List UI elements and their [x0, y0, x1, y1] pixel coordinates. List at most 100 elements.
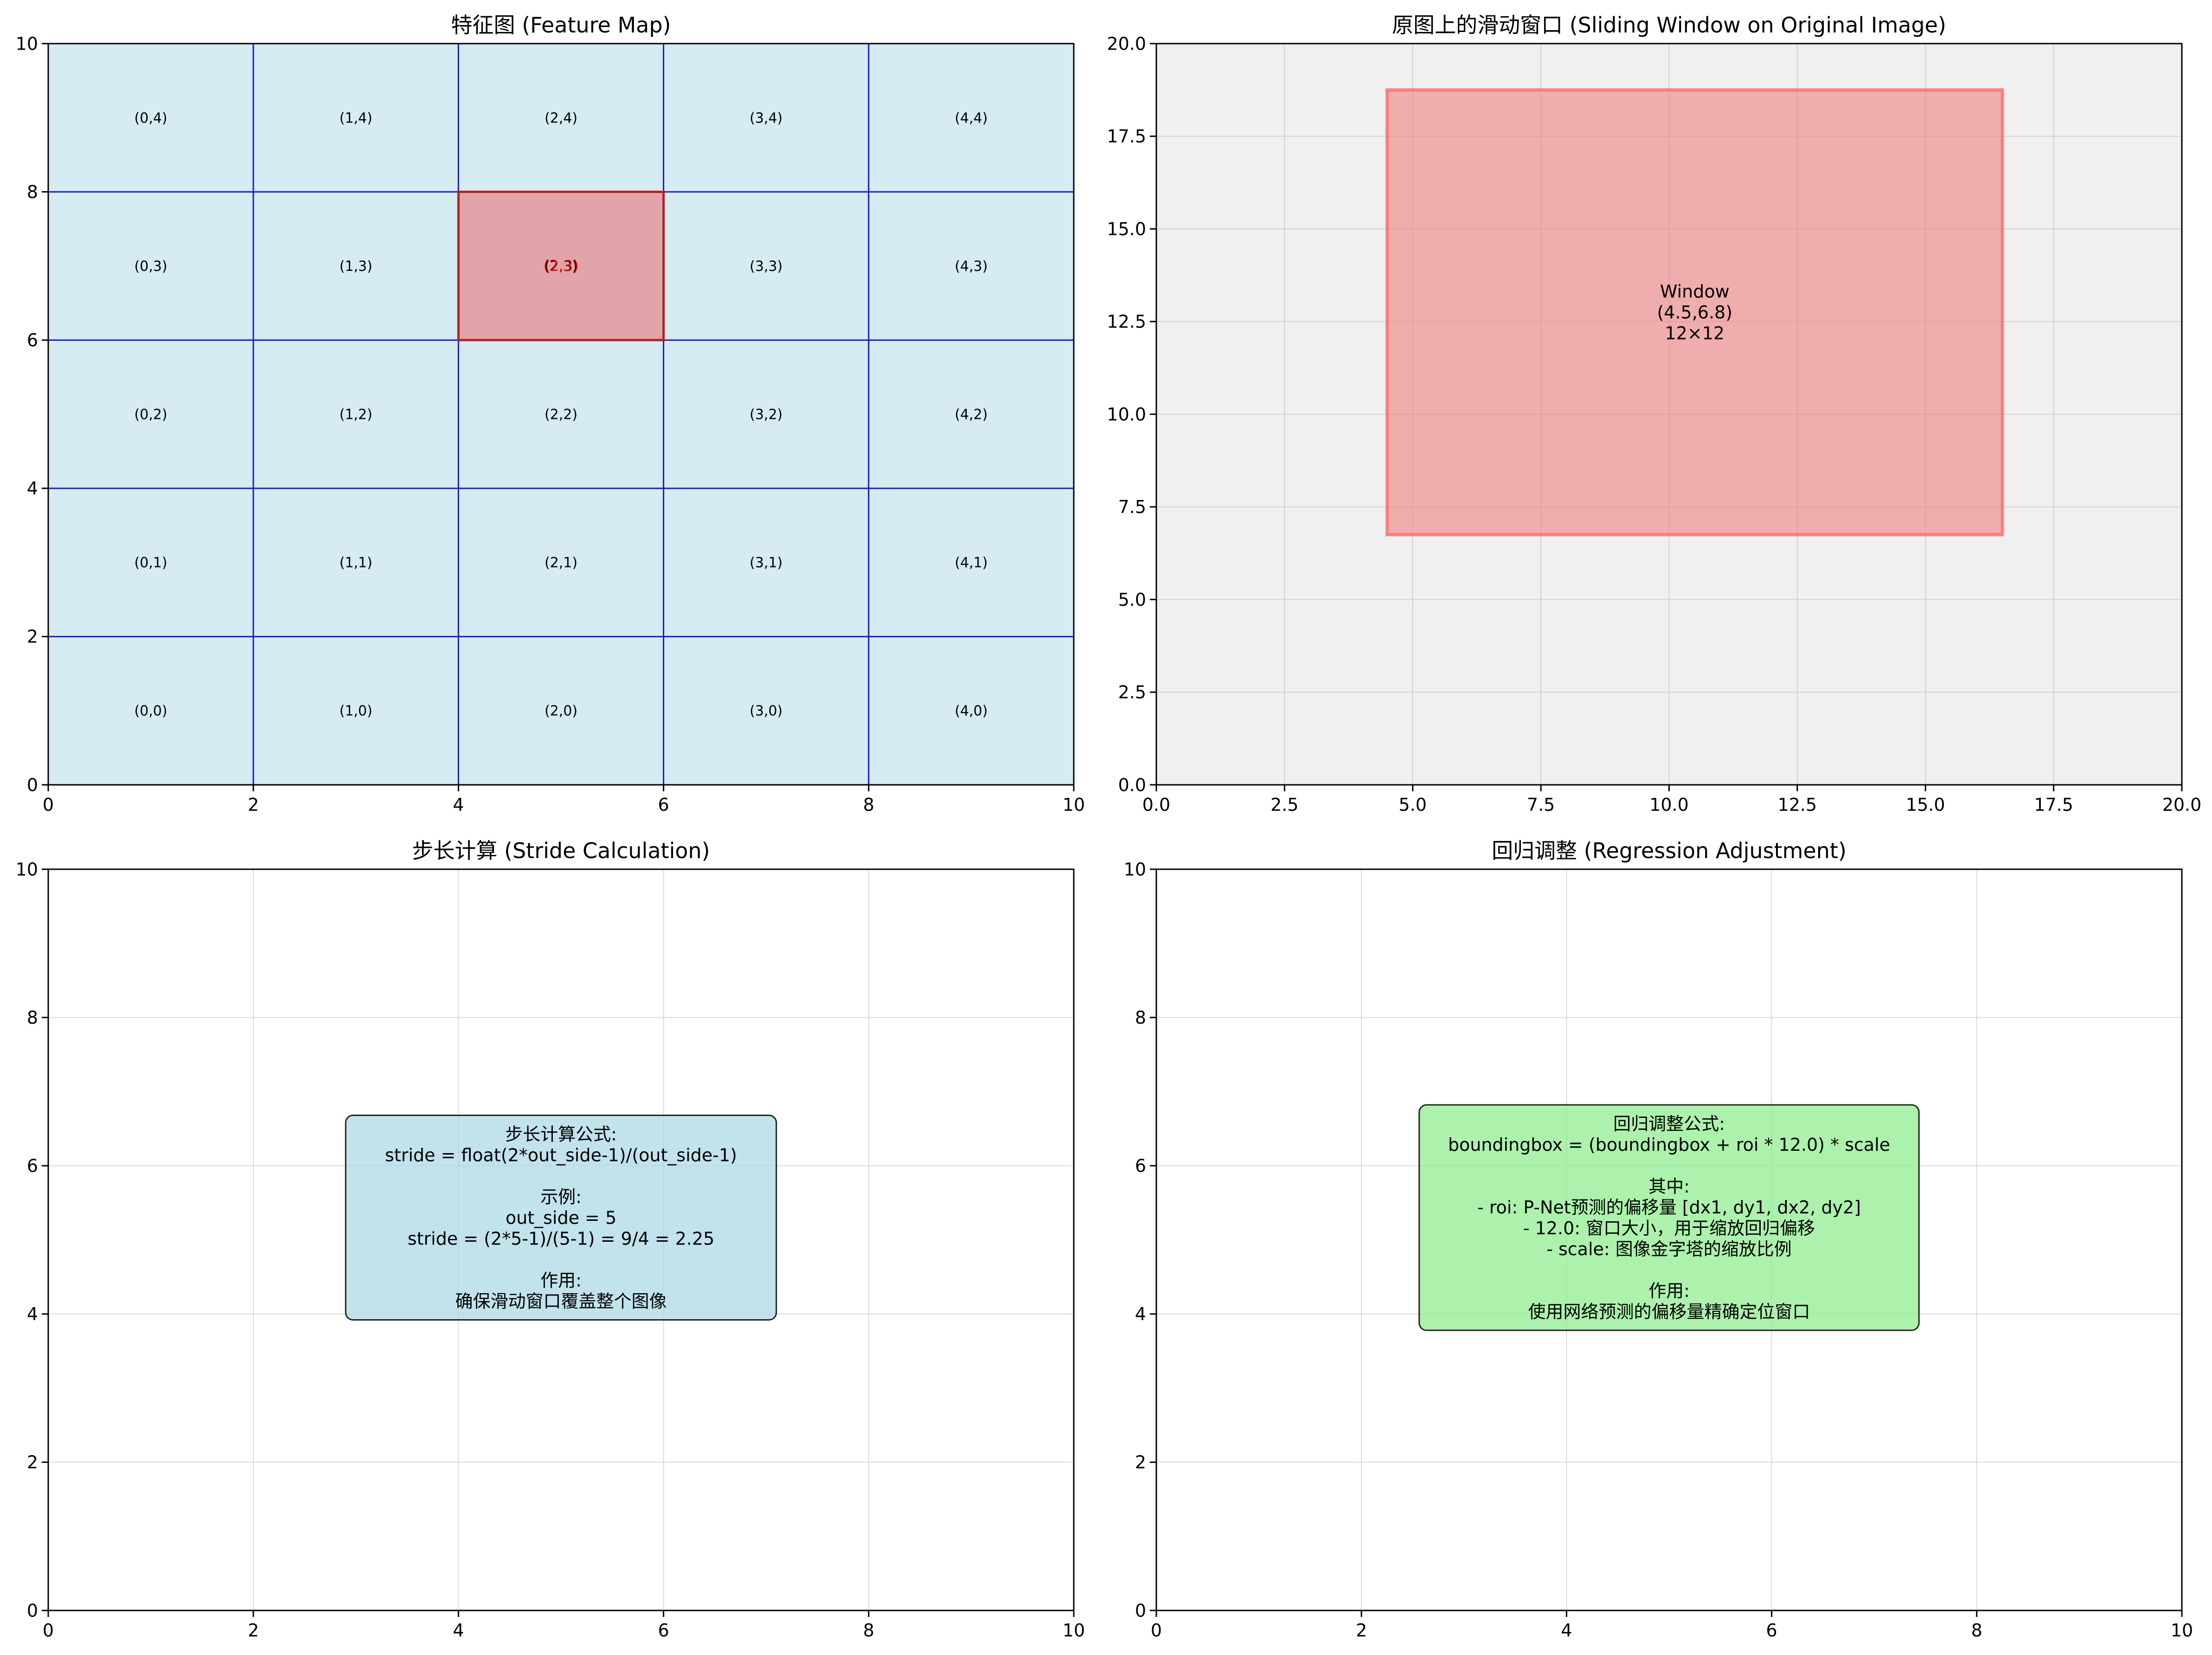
y-tick-label: 6	[27, 330, 38, 351]
cell-label: (3,0)	[750, 703, 782, 719]
annotation-box	[345, 1115, 777, 1321]
feature-cell	[868, 339, 1075, 489]
x-tick-label: 0	[43, 795, 54, 815]
y-tick-label: 0	[27, 775, 38, 795]
y-tick-label: 4	[27, 1304, 38, 1324]
cell-label: (2,4)	[545, 110, 577, 126]
annotation-line: stride = float(2*out_side-1)/(out_side-1…	[385, 1145, 737, 1165]
y-tick-label: 6	[1135, 1156, 1146, 1176]
x-tick-label: 8	[863, 795, 874, 815]
cell-label: (3,2)	[750, 407, 782, 423]
cell-label: (2,3)	[545, 258, 577, 275]
cell-label: (4,4)	[955, 110, 987, 126]
subplot-title: 步长计算 (Stride Calculation)	[412, 838, 710, 863]
x-tick-label: 17.5	[2034, 795, 2073, 815]
x-tick-label: 6	[658, 795, 669, 815]
y-tick-label: 0	[27, 1600, 38, 1621]
feature-cell	[252, 488, 459, 637]
feature-cell	[47, 488, 254, 637]
cell-label: (4,3)	[955, 258, 987, 275]
y-tick-label: 8	[1135, 1007, 1146, 1028]
cell-label: (4,1)	[955, 555, 987, 571]
y-tick-label: 20.0	[1107, 33, 1146, 54]
y-tick-label: 17.5	[1107, 126, 1146, 147]
x-tick-label: 2	[248, 795, 259, 815]
feature-cell	[457, 191, 665, 341]
feature-cell	[47, 43, 254, 193]
feature-cell	[663, 339, 870, 489]
x-tick-label: 6	[1766, 1620, 1777, 1641]
feature-cell	[252, 43, 459, 193]
x-tick-label: 2	[1356, 1620, 1367, 1641]
cell-label: (4,0)	[955, 703, 987, 719]
x-tick-label: 0	[1151, 1620, 1162, 1641]
x-tick-label: 0.0	[1142, 795, 1170, 815]
annotation-line: 使用网络预测的偏移量精确定位窗口	[1528, 1302, 1810, 1322]
cell-label: (2,2)	[545, 407, 577, 423]
cell-label: (1,4)	[340, 110, 372, 126]
annotation-line: stride = (2*5-1)/(5-1) = 9/4 = 2.25	[408, 1228, 715, 1249]
subplot-title: 原图上的滑动窗口 (Sliding Window on Original Ima…	[1392, 13, 1946, 38]
x-tick-label: 6	[658, 1620, 669, 1641]
x-tick-label: 10	[1063, 795, 1085, 815]
feature-cell	[663, 635, 870, 786]
cell-label: (2,1)	[545, 555, 577, 571]
x-tick-label: 7.5	[1527, 795, 1555, 815]
annotation-line: 确保滑动窗口覆盖整个图像	[455, 1291, 667, 1311]
annotation-box	[1418, 1104, 1920, 1331]
annotation-line: boundingbox = (boundingbox + roi * 12.0)…	[1448, 1135, 1890, 1155]
cell-label: (0,0)	[135, 703, 167, 719]
y-tick-label: 2	[27, 627, 38, 647]
window-label-line: Window	[1660, 282, 1730, 302]
axes-frame	[47, 43, 1075, 786]
y-tick-label: 4	[1135, 1304, 1146, 1324]
y-tick-label: 12.5	[1107, 312, 1146, 332]
y-tick-label: 4	[27, 478, 38, 499]
annotation-line: - roi: P-Net预测的偏移量 [dx1, dy1, dx2, dy2]	[1477, 1197, 1861, 1218]
y-tick-label: 0	[1135, 1600, 1146, 1621]
x-tick-label: 0	[43, 1620, 54, 1641]
feature-cell	[47, 339, 254, 489]
x-tick-label: 8	[1971, 1620, 1982, 1641]
x-tick-label: 2.5	[1270, 795, 1298, 815]
y-tick-label: 7.5	[1118, 497, 1146, 517]
feature-cell	[252, 339, 459, 489]
y-tick-label: 6	[27, 1156, 38, 1176]
cell-label: (4,2)	[955, 407, 987, 423]
feature-cell	[47, 191, 254, 341]
feature-cell	[457, 488, 665, 637]
cell-label: (3,3)	[750, 258, 782, 275]
window-label-line: 12×12	[1665, 323, 1725, 344]
feature-cell	[457, 43, 665, 193]
feature-cell	[47, 635, 254, 786]
x-tick-label: 4	[1561, 1620, 1572, 1641]
cell-label: (2,0)	[545, 703, 577, 719]
y-tick-label: 10.0	[1107, 404, 1146, 424]
y-tick-label: 10	[1124, 859, 1146, 879]
feature-cell	[663, 488, 870, 637]
feature-cell	[868, 43, 1075, 193]
cell-label: (0,4)	[135, 110, 167, 126]
subplot-2: Window(4.5,6.8)12×12 0.0 2.5 5.0 7.5 10.0 12.5…	[1107, 13, 2201, 815]
cell-label: (3,1)	[750, 555, 782, 571]
x-tick-label: 2	[248, 1620, 259, 1641]
x-tick-label: 20.0	[2162, 795, 2202, 815]
feature-cell	[868, 191, 1075, 341]
axes-frame	[47, 868, 1075, 1611]
axes-frame	[1155, 868, 2183, 1611]
feature-cell	[663, 191, 870, 341]
x-tick-label: 5.0	[1399, 795, 1427, 815]
y-tick-label: 8	[27, 1007, 38, 1028]
y-tick-label: 10	[16, 859, 38, 879]
feature-cell	[457, 635, 665, 786]
cell-label: (1,0)	[340, 703, 372, 719]
highlight-label: (2,3)	[544, 257, 579, 275]
x-tick-label: 10.0	[1649, 795, 1689, 815]
y-tick-label: 2	[27, 1452, 38, 1473]
x-tick-label: 12.5	[1778, 795, 1817, 815]
subplot-title: 回归调整 (Regression Adjustment)	[1492, 838, 1847, 863]
annotation-line: out_side = 5	[506, 1207, 616, 1228]
x-tick-label: 10	[2171, 1620, 2193, 1641]
annotation-line: 回归调整公式:	[1613, 1114, 1725, 1134]
